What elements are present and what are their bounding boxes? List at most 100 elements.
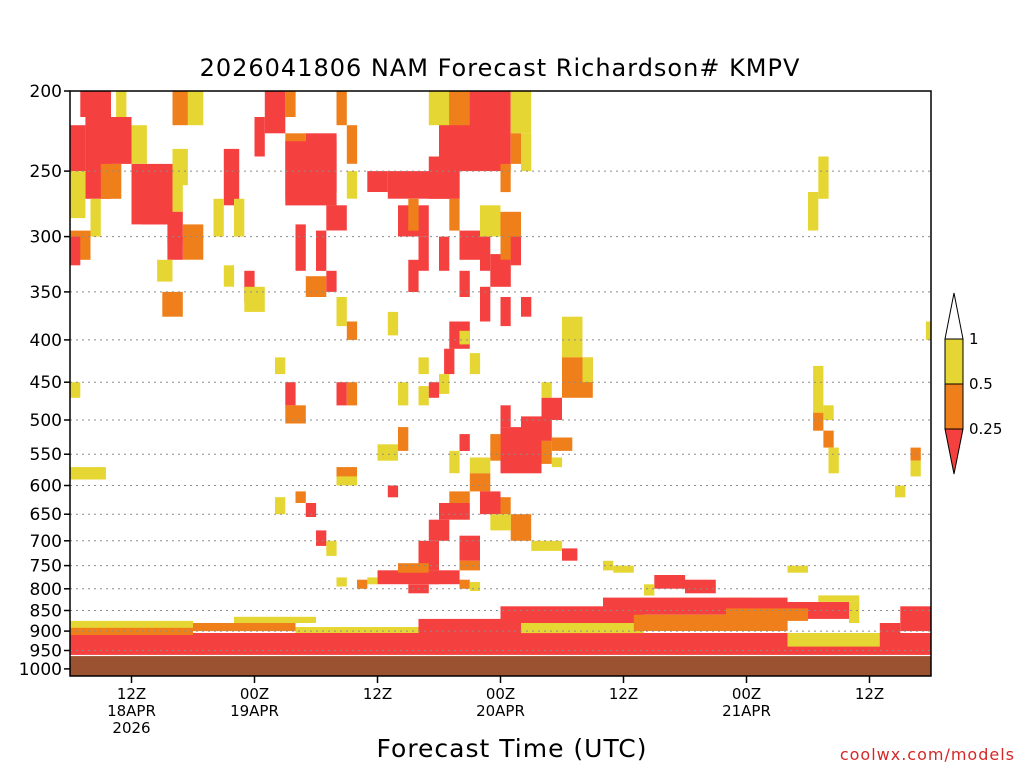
- y-tick-label: 900: [30, 622, 62, 642]
- ri-cell-61: [480, 236, 491, 271]
- y-tick-label: 850: [30, 602, 62, 622]
- ri-cell-139: [818, 595, 860, 602]
- ri-cell-148: [823, 405, 834, 420]
- x-tick-label: 21APR: [722, 702, 771, 720]
- ri-cell-1: [111, 117, 132, 164]
- ri-cell-89: [336, 476, 357, 486]
- ri-cell-126: [336, 577, 347, 587]
- ri-cell-23: [213, 198, 224, 237]
- ri-cell-77: [541, 397, 562, 420]
- x-tick-label: 00Z: [486, 685, 515, 703]
- ri-cell-3: [80, 91, 101, 117]
- ri-cell-12: [141, 198, 168, 225]
- y-tick-label: 650: [30, 505, 62, 525]
- y-tick-label: 200: [30, 82, 62, 102]
- ri-cell-155: [70, 382, 81, 398]
- ri-cell-21: [172, 148, 188, 186]
- ri-cell-60: [480, 205, 501, 237]
- ri-cell-93: [346, 382, 358, 406]
- x-tick-label: 12Z: [363, 685, 392, 703]
- ri-cell-62: [490, 254, 511, 287]
- ri-cell-153: [895, 485, 906, 498]
- x-tick-label: 20APR: [476, 702, 525, 720]
- ri-cell-134: [654, 575, 686, 589]
- ri-cell-52: [510, 91, 532, 134]
- ri-cell-109: [387, 485, 399, 498]
- ri-band-3: [193, 623, 296, 632]
- ri-cell-71: [469, 353, 481, 375]
- ri-cell-34: [295, 224, 306, 271]
- ri-cell-13: [172, 163, 183, 212]
- colorbar-legend: 1 0.5 0.25: [944, 292, 1002, 475]
- ri-cell-100: [428, 382, 440, 398]
- ri-cell-102: [346, 321, 358, 340]
- ri-cell-144: [808, 192, 819, 231]
- ri-cell-47: [408, 259, 419, 292]
- ri-cell-45: [408, 198, 419, 231]
- ri-cell-41: [346, 171, 358, 199]
- ri-cell-27: [244, 286, 265, 312]
- ri-cell-115: [480, 491, 501, 515]
- ri-band-0: [70, 633, 931, 655]
- ri-cell-106: [305, 503, 317, 517]
- ri-cell-125: [367, 577, 378, 585]
- colorbar-bottom-arrow: [944, 428, 964, 475]
- ri-cell-72: [439, 374, 450, 394]
- y-tick-label: 950: [30, 642, 62, 662]
- ri-band-8: [521, 623, 644, 634]
- pressure-axis: 200 250 300 350 400 450 500 550 600 650 700 750 8008…: [19, 82, 70, 680]
- ri-cell-156: [70, 467, 106, 480]
- ri-band-5: [295, 627, 419, 633]
- ri-cell-87: [469, 457, 491, 474]
- ri-cell-146: [813, 365, 824, 417]
- x-tick-label: 18APR: [107, 702, 156, 720]
- ri-cell-90: [285, 382, 296, 406]
- ri-cell-10: [70, 236, 81, 266]
- ri-cell-81: [551, 437, 573, 451]
- ri-cell-73: [562, 316, 583, 358]
- ri-cell-57: [439, 236, 450, 271]
- ri-cell-154: [925, 321, 931, 340]
- ri-cell-96: [398, 427, 409, 451]
- ri-cell-111: [428, 519, 450, 541]
- ri-cell-118: [490, 514, 511, 531]
- x-axis-label: Forecast Time (UTC): [377, 734, 648, 763]
- ri-cell-123: [428, 570, 460, 585]
- x-tick-label: 2026: [112, 719, 150, 737]
- ri-cell-120: [459, 560, 480, 571]
- ri-cell-83: [490, 434, 501, 461]
- ri-cell-25: [223, 265, 235, 287]
- ri-cell-6: [70, 171, 86, 219]
- ri-cell-110: [418, 540, 439, 571]
- ri-cell-132: [603, 560, 614, 571]
- ri-cell-104: [275, 497, 286, 515]
- ri-band-12: [787, 633, 880, 647]
- ri-cell-95: [377, 444, 398, 461]
- ri-cell-98: [418, 386, 429, 406]
- x-tick-label: 19APR: [230, 702, 279, 720]
- ri-band-2: [70, 620, 193, 628]
- ri-cell-119: [459, 535, 480, 561]
- colorbar-label: 0.5: [969, 375, 993, 393]
- x-tick-label: 12Z: [609, 685, 638, 703]
- ri-cell-149: [823, 430, 834, 448]
- ri-cell-8: [131, 125, 147, 164]
- ri-cell-105: [295, 491, 306, 503]
- ri-cell-145: [818, 156, 829, 199]
- y-tick-label: 250: [30, 162, 62, 182]
- ri-cell-55: [500, 163, 511, 193]
- colorbar-label: 0.25: [969, 420, 1002, 438]
- colorbar-yellow: [944, 338, 964, 385]
- y-tick-label: 400: [30, 331, 62, 351]
- y-tick-label: 600: [30, 477, 62, 497]
- y-tick-label: 700: [30, 532, 62, 552]
- y-tick-label: 1000: [19, 660, 62, 680]
- ri-band-4: [234, 616, 316, 623]
- ri-cell-15: [182, 224, 204, 260]
- y-tick-label: 750: [30, 557, 62, 577]
- colorbar-label: 1: [969, 330, 979, 348]
- ri-cell-84: [500, 405, 511, 428]
- ri-cell-135: [685, 579, 716, 594]
- ri-cell-33: [305, 133, 337, 193]
- ri-cell-113: [449, 491, 470, 503]
